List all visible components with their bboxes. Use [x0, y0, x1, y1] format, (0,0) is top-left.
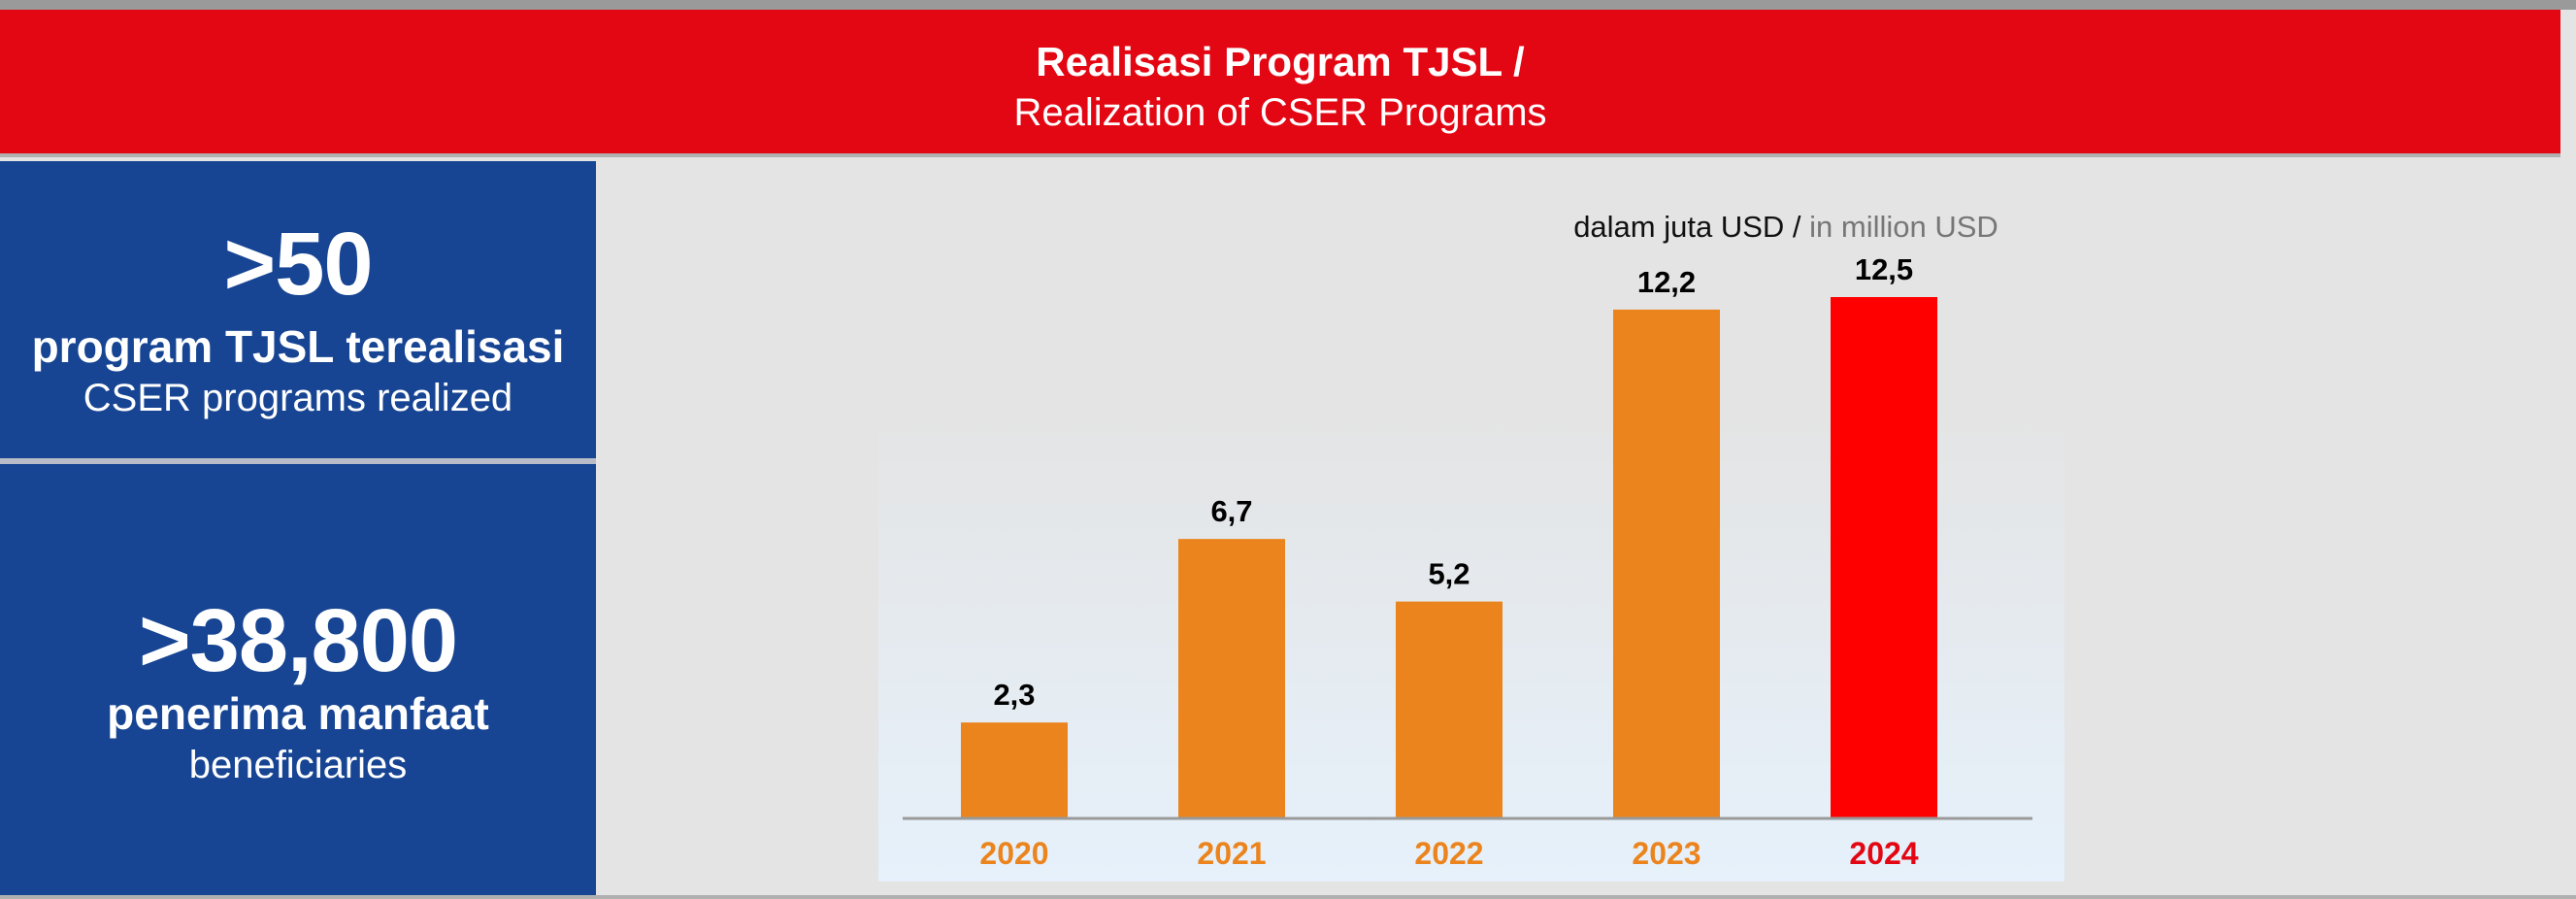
bottom-strip [0, 895, 2576, 899]
bar-2020 [961, 722, 1068, 818]
category-label-2022: 2022 [1414, 836, 1483, 871]
panel-divider [0, 458, 596, 464]
stat-programs-label-id: program TJSL terealisasi [31, 321, 565, 372]
stat-programs-value: >50 [223, 215, 373, 314]
category-label-2024: 2024 [1849, 836, 1918, 871]
chart-unit-label: dalam juta USD / in million USD [1456, 210, 2116, 245]
bar-value-label-2024: 12,5 [1855, 252, 1913, 286]
bar-2023 [1613, 309, 1720, 818]
bar-value-label-2022: 5,2 [1428, 557, 1470, 591]
stat-panel-programs: >50 program TJSL terealisasi CSER progra… [0, 161, 596, 458]
bar-value-label-2021: 6,7 [1210, 494, 1252, 528]
top-strip [0, 0, 2576, 10]
bar-2024 [1831, 297, 1937, 818]
chart-unit-en: in million USD [1809, 210, 1998, 244]
bar-2022 [1396, 601, 1503, 818]
stat-panel-beneficiaries: >38,800 penerima manfaat beneficiaries [0, 464, 596, 895]
category-label-2023: 2023 [1632, 836, 1701, 871]
header-banner: Realisasi Program TJSL / Realization of … [0, 10, 2560, 157]
header-title-id: Realisasi Program TJSL / [1036, 39, 1525, 84]
bar-value-label-2023: 12,2 [1637, 265, 1696, 299]
stat-beneficiaries-label-en: beneficiaries [188, 744, 408, 786]
stat-beneficiaries-value: >38,800 [138, 591, 458, 690]
header-title-en: Realization of CSER Programs [1013, 91, 1547, 134]
chart-unit-id: dalam juta USD / [1573, 210, 1801, 244]
stat-programs-label-en: CSER programs realized [83, 377, 513, 419]
category-label-2021: 2021 [1197, 836, 1266, 871]
category-label-2020: 2020 [979, 836, 1048, 871]
bar-value-label-2020: 2,3 [993, 678, 1035, 712]
bar-2021 [1178, 539, 1285, 818]
stat-beneficiaries-label-id: penerima manfaat [107, 688, 489, 739]
